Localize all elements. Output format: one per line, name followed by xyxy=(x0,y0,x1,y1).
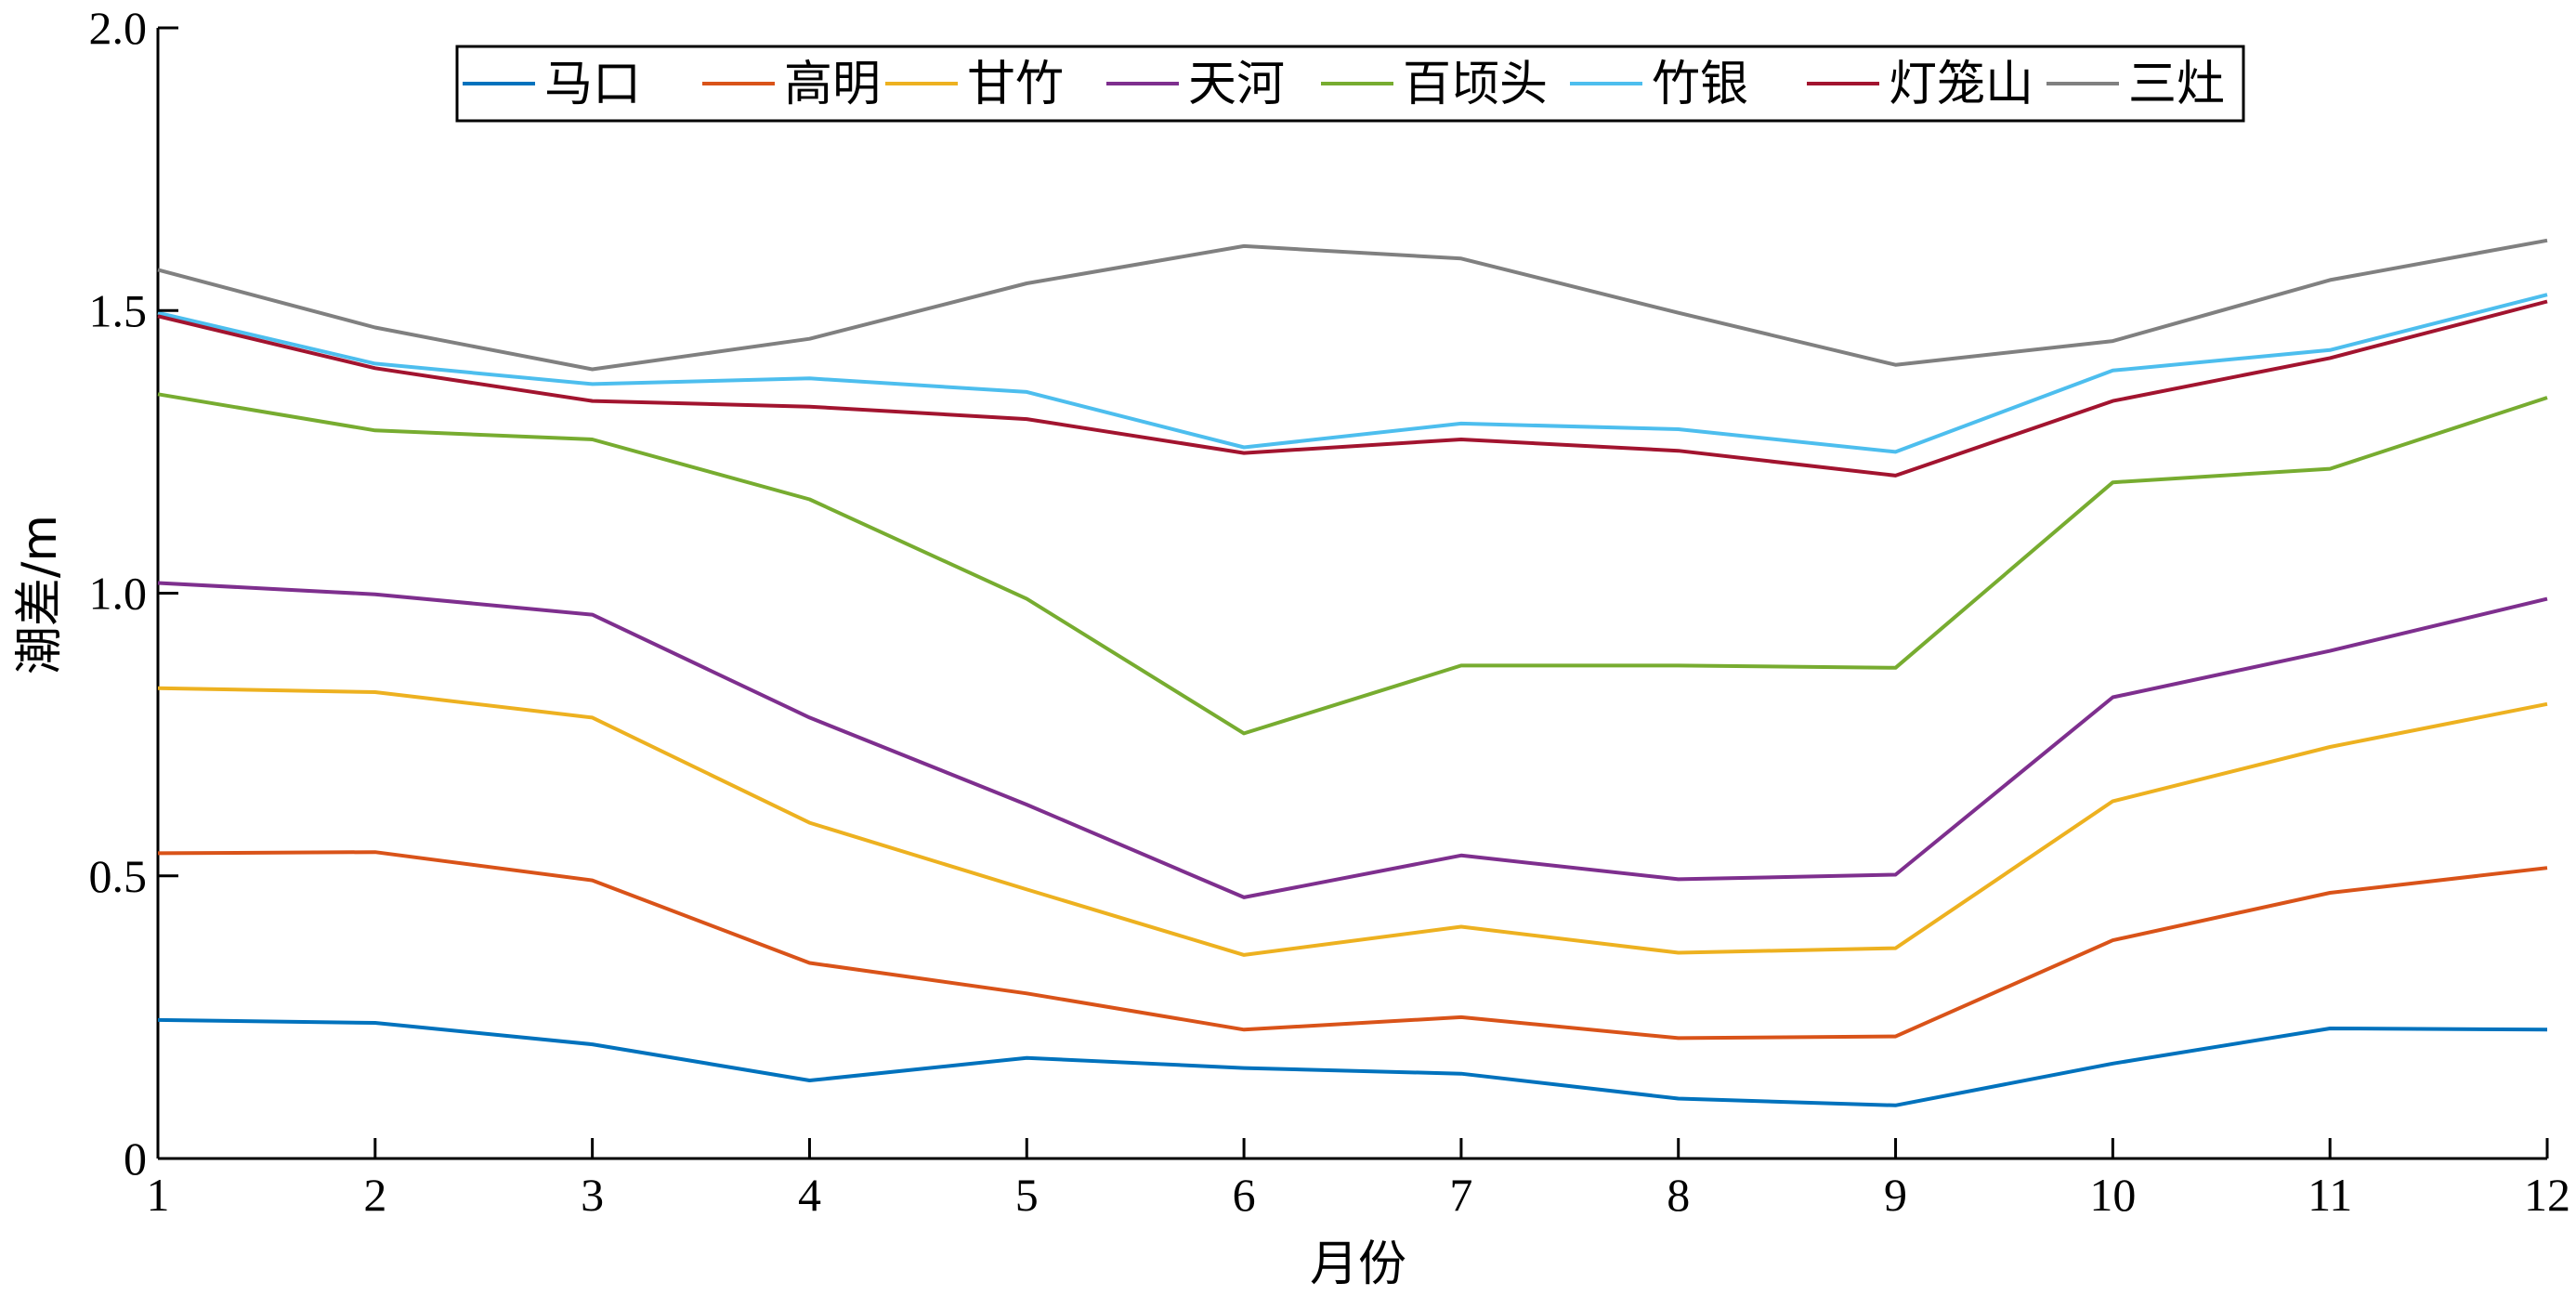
x-tick-label: 7 xyxy=(1449,1169,1472,1221)
series-line-2 xyxy=(157,850,2548,1041)
series-line-3 xyxy=(157,686,2548,957)
legend-label-4: 天河 xyxy=(1188,57,1285,112)
x-tick-label: 1 xyxy=(147,1169,170,1221)
x-tick-label: 6 xyxy=(1233,1169,1256,1221)
series-line-7 xyxy=(157,299,2548,478)
series-layer xyxy=(157,238,2548,1107)
x-tick-label: 11 xyxy=(2308,1169,2352,1221)
series-line-6 xyxy=(157,293,2548,454)
series-line-4 xyxy=(157,581,2548,899)
series-line-1 xyxy=(157,1017,2548,1107)
x-tick-label: 9 xyxy=(1884,1169,1907,1221)
legend: 马口 高明 甘竹 天河 百顷头 竹银 灯笼山 三灶 xyxy=(455,45,2245,123)
legend-label-5: 百顷头 xyxy=(1403,57,1548,112)
y-tick-label: 0 xyxy=(124,1132,147,1185)
legend-label-3: 甘竹 xyxy=(967,57,1064,112)
y-tick-label: 0.5 xyxy=(89,850,148,902)
legend-label-7: 灯笼山 xyxy=(1889,57,2033,112)
series-line-5 xyxy=(157,392,2548,736)
x-tick-label: 5 xyxy=(1015,1169,1039,1221)
x-tick-label: 2 xyxy=(363,1169,386,1221)
legend-label-1: 马口 xyxy=(544,57,641,112)
x-tick-label: 10 xyxy=(2089,1169,2136,1221)
y-tick-label: 2.0 xyxy=(89,2,148,54)
legend-label-8: 三灶 xyxy=(2128,57,2225,112)
series-line-8 xyxy=(157,238,2548,372)
axes xyxy=(156,28,2547,1160)
legend-label-2: 高明 xyxy=(784,57,881,112)
x-tick-label: 3 xyxy=(581,1169,604,1221)
y-axis-label: 潮差/m xyxy=(12,515,68,674)
x-tick-label: 12 xyxy=(2524,1169,2570,1221)
y-tick-label: 1.0 xyxy=(89,568,148,620)
x-tick-label: 8 xyxy=(1667,1169,1690,1221)
x-axis-label: 月份 xyxy=(1310,1237,1406,1292)
x-tick-label: 4 xyxy=(798,1169,821,1221)
legend-label-6: 竹银 xyxy=(1652,57,1748,112)
y-tick-label: 1.5 xyxy=(89,284,148,336)
